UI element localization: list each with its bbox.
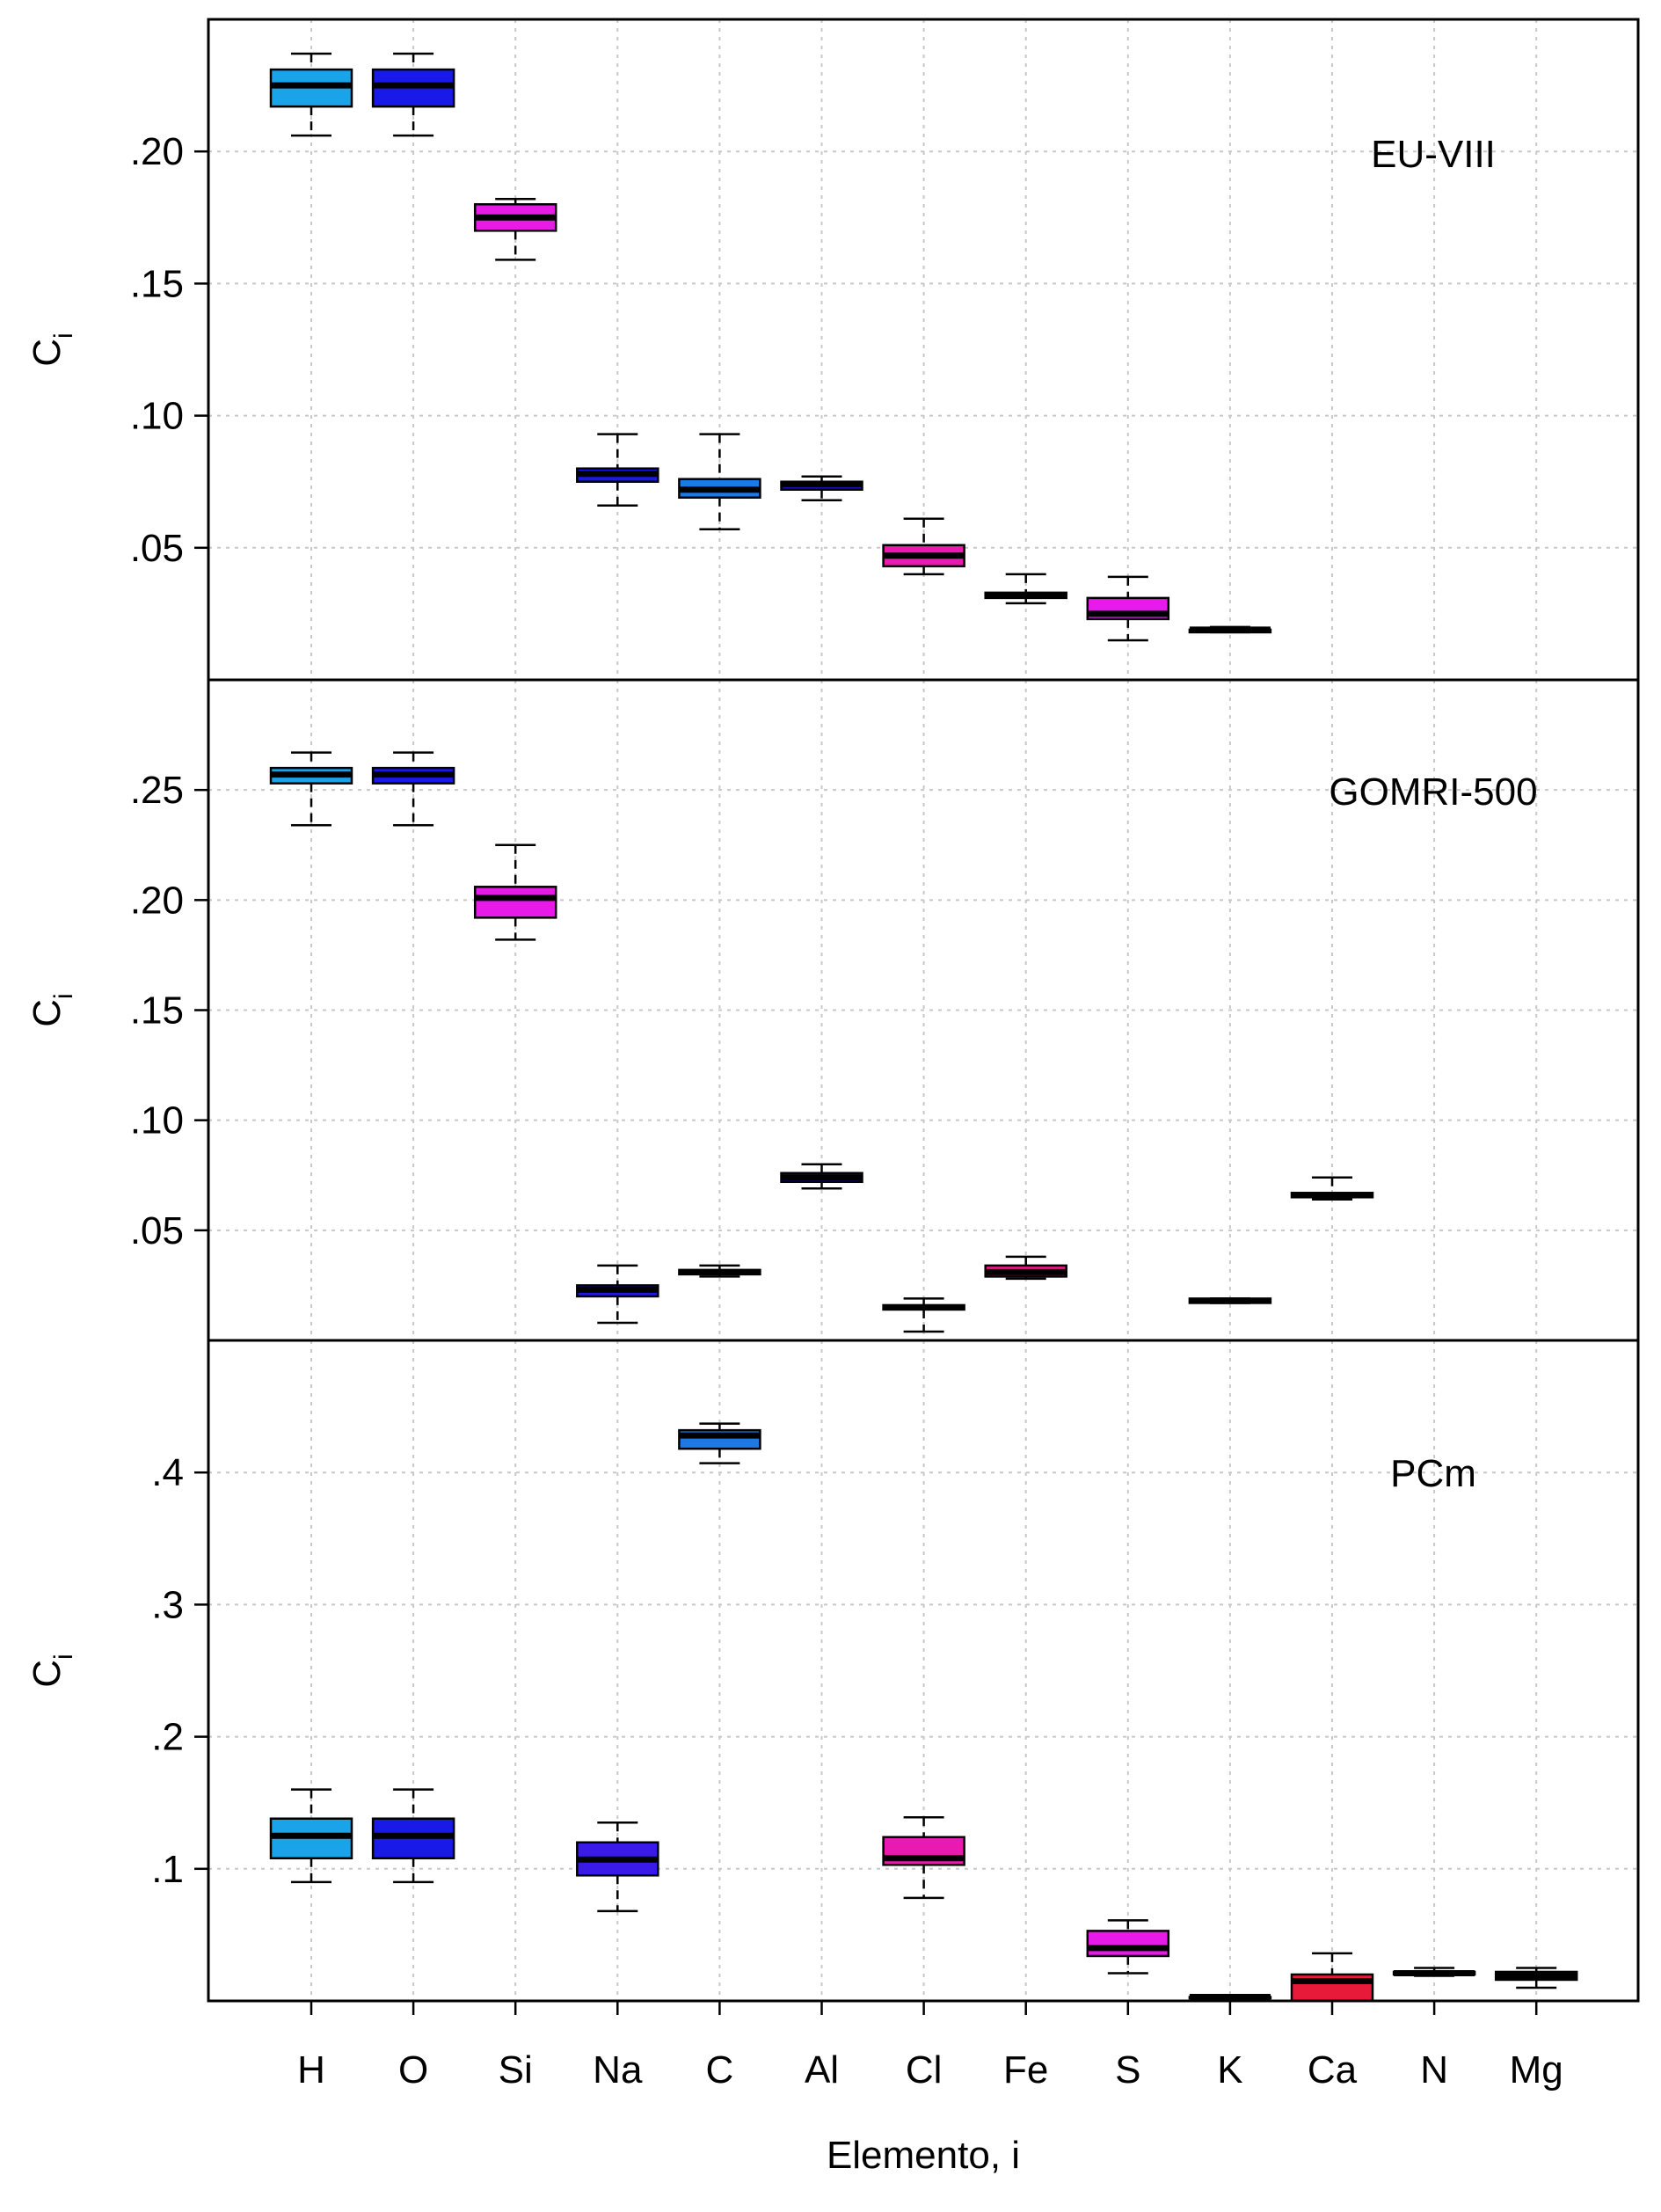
x-tick-label-si: Si	[499, 2048, 533, 2092]
box-k	[1188, 1297, 1272, 1304]
box-fe	[984, 1255, 1067, 1281]
x-tick-label-ca: Ca	[1308, 2048, 1358, 2092]
y-tick-label: .15	[130, 262, 184, 305]
y-tick-label: .05	[130, 527, 184, 570]
y-axis-title-subscript: i	[49, 1654, 78, 1660]
y-axis-title: Ci	[25, 1654, 78, 1687]
box-o	[371, 52, 455, 137]
x-tick-label-o: O	[398, 2048, 428, 2092]
box-na	[576, 1821, 659, 1913]
box-na	[576, 433, 659, 507]
box-fe	[984, 573, 1067, 605]
y-tick-label: .1	[151, 1848, 184, 1891]
y-axis-title: Ci	[25, 332, 78, 366]
box-iqr	[1086, 1930, 1170, 1958]
x-tick-label-c: C	[706, 2048, 734, 2092]
x-tick-label-cl: Cl	[906, 2048, 943, 2092]
box-h	[269, 52, 353, 137]
x-tick-label-n: N	[1420, 2048, 1448, 2092]
box-s	[1086, 1919, 1170, 1975]
box-h	[269, 751, 353, 827]
box-h	[269, 1788, 353, 1884]
box-k	[1188, 1993, 1272, 2000]
x-tick-label-h: H	[297, 2048, 325, 2092]
x-tick-label-s: S	[1115, 2048, 1140, 2092]
y-tick-label: .4	[151, 1451, 184, 1494]
panel-pcm: .1 .2 .3 .4 Ci PCm	[25, 1339, 1640, 2003]
x-tick-label-mg: Mg	[1510, 2048, 1563, 2092]
box-cl	[882, 1297, 965, 1333]
panel-label: EU-VIII	[1371, 133, 1496, 176]
box-al	[780, 1163, 863, 1190]
box-o	[371, 1788, 455, 1884]
x-tick-label-fe: Fe	[1003, 2048, 1048, 2092]
box-ca	[1290, 1952, 1374, 2003]
box-s	[1086, 575, 1170, 642]
box-al	[780, 475, 863, 501]
y-tick-label: .05	[130, 1209, 184, 1252]
box-n	[1392, 1967, 1476, 1977]
box-c	[678, 1422, 761, 1464]
box-c	[678, 433, 761, 531]
box-si	[473, 198, 557, 261]
box-c	[678, 1264, 761, 1278]
panel-gomri-500: .05 .10 .15 .20 .25 Ci GOMRI-500	[25, 678, 1640, 1342]
box-cl	[882, 1815, 965, 1900]
y-tick-label: .3	[151, 1583, 184, 1626]
y-tick-label: .10	[130, 1099, 184, 1143]
x-tick-label-na: Na	[593, 2048, 643, 2092]
x-tick-label-k: K	[1217, 2048, 1242, 2092]
x-tick-label-al: Al	[805, 2048, 839, 2092]
y-axis-title-subscript: i	[49, 332, 78, 339]
y-tick-label: .25	[130, 769, 184, 812]
box-o	[371, 751, 455, 827]
y-axis-title-subscript: i	[49, 993, 78, 999]
y-tick-label: .2	[151, 1716, 184, 1759]
box-ca	[1290, 1176, 1374, 1201]
y-tick-label: .20	[130, 879, 184, 922]
box-si	[473, 843, 557, 941]
panel-label: GOMRI-500	[1329, 770, 1537, 814]
x-axis-title: Elemento, i	[827, 2134, 1020, 2177]
box-iqr	[473, 886, 557, 919]
box-cl	[882, 517, 965, 576]
box-mg	[1494, 1967, 1578, 1989]
y-axis-title: Ci	[25, 993, 78, 1026]
panel-eu-viii: .05 .10 .15 .20 Ci EU-VIII	[25, 18, 1640, 682]
box-na	[576, 1264, 659, 1325]
y-tick-label: .15	[130, 989, 184, 1033]
y-tick-label: .20	[130, 130, 184, 173]
panel-label: PCm	[1390, 1452, 1476, 1495]
y-tick-label: .10	[130, 395, 184, 438]
box-k	[1188, 625, 1272, 634]
